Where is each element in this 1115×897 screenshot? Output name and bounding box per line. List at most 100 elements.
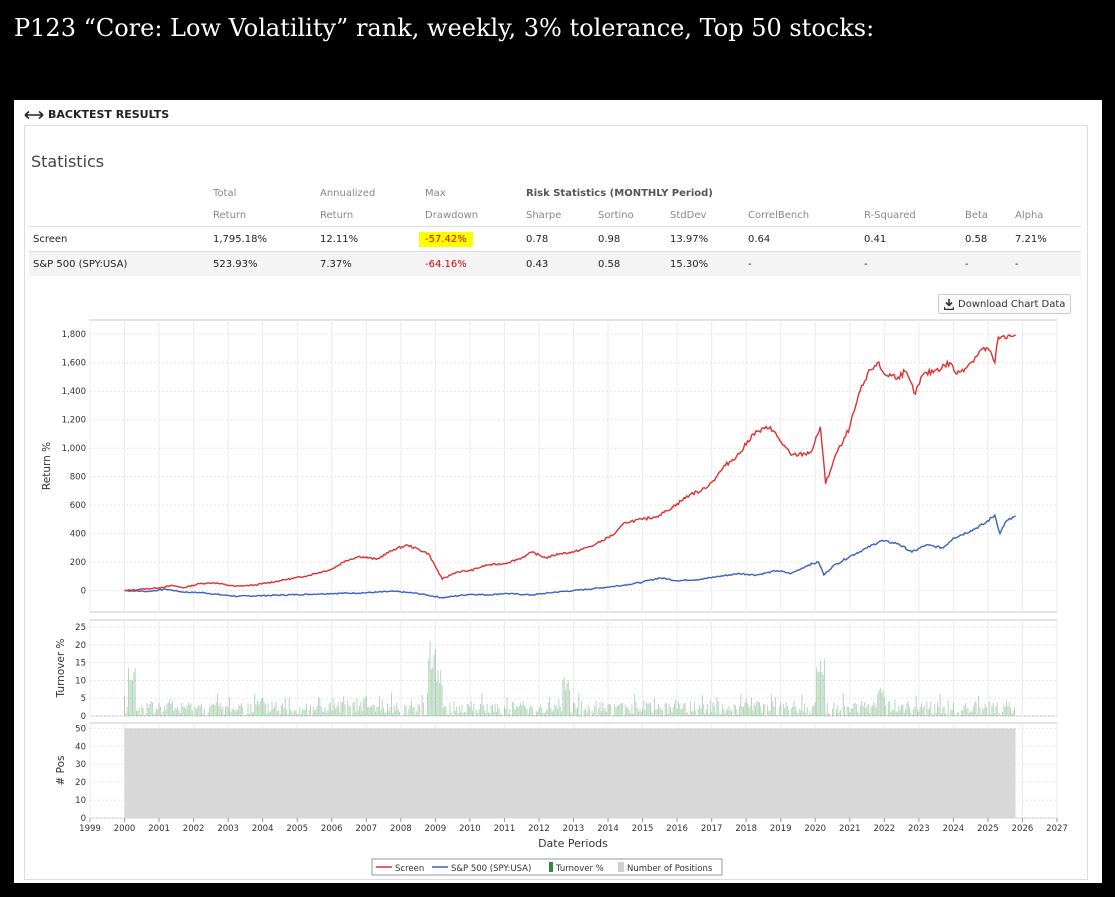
results-frame: Statistics Total Annualized Max Risk Sta… [24,125,1088,880]
legend-label: S&P 500 (SPY:USA) [451,864,531,874]
benchmark-line [124,513,1016,599]
xtick-label: 2000 [114,824,136,834]
header-annualized-return: Return [320,209,354,221]
total-return: 1,795.18% [209,226,316,252]
returns-ytick-label: 1,600 [62,359,86,369]
returns-ytick-label: 1,800 [62,330,86,340]
xtick-label: 2006 [321,824,343,834]
correlbench: - [744,251,860,276]
turnover-ytick-label: 10 [75,676,86,686]
xtick-label: 2013 [563,824,585,834]
backtest-results-label: BACKTEST RESULTS [48,108,170,121]
alpha: 7.21% [1011,226,1081,252]
positions-ytick-label: 10 [75,796,86,806]
xtick-label: 2024 [943,824,965,834]
xtick-label: 2020 [804,824,826,834]
xtick-label: 2005 [286,824,308,834]
header-rsquared: R-Squared [864,209,916,221]
returns-ytick-label: 0 [81,587,86,597]
returns-ytick-label: 600 [70,501,86,511]
xtick-label: 2002 [183,824,205,834]
xtick-label: 2017 [701,824,723,834]
stats-header-row-top: Total Annualized Max Risk Statistics (MO… [29,182,1081,204]
turnover-ytick-label: 5 [81,694,86,704]
rsquared: 0.41 [860,226,961,252]
header-stddev: StdDev [670,209,707,221]
xtick-label: 2021 [839,824,861,834]
annualized-return: 7.37% [316,251,421,276]
x-axis-label: Date Periods [538,837,608,850]
row-name: Screen [29,226,209,252]
turnover-axis-label: Turnover % [55,638,67,698]
backtest-results-toggle[interactable]: BACKTEST RESULTS [24,108,169,121]
stddev: 13.97% [666,226,744,252]
header-total-return: Return [213,209,247,221]
header-beta: Beta [965,209,989,221]
xtick-label: 2026 [1012,824,1034,834]
header-drawdown: Drawdown [425,209,479,221]
header-max: Max [425,187,446,199]
returns-ytick-label: 1,000 [62,444,86,454]
xtick-label: 2001 [148,824,170,834]
xtick-label: 1999 [79,824,101,834]
beta: 0.58 [961,226,1011,252]
beta: - [961,251,1011,276]
xtick-label: 2004 [252,824,274,834]
sortino: 0.58 [594,251,666,276]
positions-ytick-label: 30 [75,760,86,770]
legend-swatch [549,862,553,872]
positions-ytick-label: 50 [75,724,86,734]
alpha: - [1011,251,1081,276]
returns-axis-label: Return % [41,442,53,490]
header-sharpe: Sharpe [526,209,562,221]
expand-arrows-icon [24,110,44,119]
header-alpha: Alpha [1015,209,1044,221]
sharpe: 0.43 [522,251,594,276]
max-drawdown: -64.16% [421,251,522,276]
legend-box [371,858,723,876]
turnover-ytick-label: 15 [75,659,86,669]
legend-swatch [618,862,624,872]
xtick-label: 2027 [1046,824,1068,834]
download-chart-data-button[interactable]: Download Chart Data [938,294,1072,314]
xtick-label: 2023 [908,824,930,834]
statistics-title: Statistics [31,152,105,171]
turnover-bars [124,641,1015,716]
header-annualized: Annualized [320,187,376,199]
xtick-label: 2003 [217,824,239,834]
screen-line [124,334,1016,592]
returns-ytick-label: 1,400 [62,387,86,397]
xtick-label: 2012 [528,824,550,834]
turnover-ytick-label: 0 [81,712,86,722]
risk-statistics-header: Risk Statistics (MONTHLY Period) [526,187,713,199]
xtick-label: 2010 [459,824,481,834]
xtick-label: 2015 [632,824,654,834]
returns-ytick-label: 200 [70,558,86,568]
stats-row-screen: Screen 1,795.18% 12.11% -57.42% 0.78 0.9… [29,226,1081,252]
correlbench: 0.64 [744,226,860,252]
returns-ytick-label: 1,200 [62,416,86,426]
positions-ytick-label: 20 [75,778,86,788]
sortino: 0.98 [594,226,666,252]
positions-axis-label: # Pos [55,756,67,786]
positions-ytick-label: 40 [75,742,86,752]
max-drawdown: -57.42% [419,226,522,252]
page-headline: P123 “Core: Low Volatility” rank, weekly… [14,14,875,42]
statistics-table: Total Annualized Max Risk Statistics (MO… [29,182,1081,276]
stats-row-benchmark: S&P 500 (SPY:USA) 523.93% 7.37% -64.16% … [29,251,1081,276]
xtick-label: 2009 [425,824,447,834]
turnover-ytick-label: 20 [75,641,86,651]
xtick-label: 2025 [977,824,999,834]
header-correlbench: CorrelBench [748,209,810,221]
download-label: Download Chart Data [958,298,1066,310]
row-name: S&P 500 (SPY:USA) [29,251,209,276]
rsquared: - [860,251,961,276]
xtick-label: 2018 [735,824,757,834]
turnover-ytick-label: 25 [75,623,86,633]
drawdown-highlight: -57.42% [419,231,473,247]
xtick-label: 2007 [355,824,377,834]
annualized-return: 12.11% [316,226,421,252]
xtick-label: 2014 [597,824,619,834]
download-icon [944,298,954,310]
